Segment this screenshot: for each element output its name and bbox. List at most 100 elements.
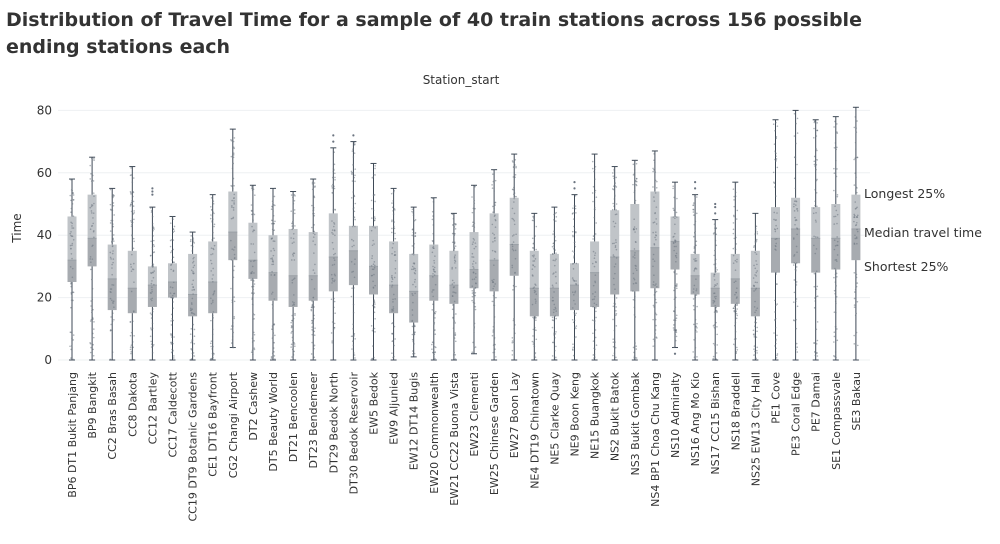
sample-point: [350, 295, 353, 298]
sample-point: [294, 314, 296, 316]
sample-point: [454, 334, 457, 336]
sample-point: [472, 341, 474, 344]
sample-point: [411, 228, 414, 231]
box-6: [168, 215, 177, 361]
sample-point: [514, 332, 516, 335]
sample-point: [694, 220, 697, 223]
sample-point: [69, 244, 72, 247]
sample-point: [132, 262, 135, 265]
sample-point: [615, 309, 617, 312]
sample-point: [291, 281, 294, 284]
sample-point: [372, 295, 375, 297]
sample-point: [796, 305, 799, 308]
sample-point: [472, 271, 475, 273]
sample-point: [675, 216, 678, 218]
sample-point: [72, 339, 75, 341]
sample-point: [716, 269, 718, 271]
sample-point: [90, 278, 93, 281]
sample-point: [372, 268, 375, 271]
sample-point: [111, 351, 114, 354]
sample-point: [552, 311, 555, 314]
sample-point: [70, 281, 72, 284]
sample-point: [330, 273, 333, 276]
sample-point: [635, 357, 638, 359]
sample-point: [615, 306, 618, 308]
sample-point: [471, 211, 474, 214]
sample-point: [331, 264, 334, 266]
sample-point: [71, 192, 74, 194]
sample-point: [473, 226, 476, 228]
sample-point: [393, 355, 395, 358]
outlier-point: [151, 187, 154, 190]
sample-point: [171, 317, 173, 320]
sample-point: [854, 172, 857, 175]
sample-point: [756, 281, 758, 284]
sample-point: [91, 298, 94, 301]
sample-point: [451, 266, 454, 269]
sample-point: [532, 316, 534, 319]
sample-point: [611, 242, 614, 245]
sample-point: [150, 298, 152, 300]
sample-point: [111, 219, 114, 222]
box-upper: [851, 194, 861, 229]
sample-point: [494, 201, 497, 204]
sample-point: [653, 200, 656, 202]
box-upper: [690, 253, 700, 276]
sample-point: [836, 236, 838, 238]
sample-point: [833, 355, 836, 358]
sample-point: [152, 271, 154, 274]
sample-point: [212, 274, 214, 276]
sample-point: [233, 315, 236, 318]
box-lower: [449, 285, 459, 304]
box-upper: [389, 241, 399, 286]
box-upper: [469, 232, 479, 270]
sample-point: [69, 194, 72, 197]
sample-point: [251, 277, 254, 280]
sample-point: [713, 249, 716, 252]
sample-point: [774, 345, 776, 347]
sample-point: [333, 297, 335, 300]
sample-point: [352, 328, 354, 330]
box-lower: [409, 291, 419, 323]
sample-point: [311, 188, 314, 191]
sample-point: [72, 334, 75, 336]
sample-point: [551, 355, 554, 357]
sample-point: [453, 337, 456, 339]
sample-point: [333, 253, 335, 256]
sample-point: [413, 263, 416, 265]
sample-point: [233, 185, 235, 187]
sample-point: [533, 355, 536, 357]
sample-point: [834, 205, 836, 208]
sample-point: [652, 281, 655, 283]
sample-point: [70, 178, 72, 181]
sample-point: [511, 243, 514, 246]
sample-point: [593, 298, 595, 300]
sample-point: [149, 254, 152, 257]
sample-point: [434, 271, 436, 273]
sample-point: [231, 299, 234, 301]
sample-point: [612, 338, 614, 340]
sample-point: [211, 239, 213, 241]
sample-point: [233, 246, 236, 248]
sample-point: [252, 293, 254, 296]
sample-point: [594, 295, 596, 298]
sample-point: [776, 354, 778, 357]
sample-point: [573, 251, 576, 254]
sample-point: [290, 332, 293, 334]
sample-point: [313, 288, 316, 290]
sample-point: [169, 245, 172, 248]
sample-point: [274, 220, 276, 223]
sample-point: [473, 199, 476, 202]
sample-point: [654, 192, 657, 194]
sample-point: [774, 318, 776, 321]
sample-point: [411, 325, 414, 328]
sample-point: [512, 285, 515, 287]
sample-point: [756, 231, 758, 233]
sample-point: [833, 223, 836, 225]
sample-point: [554, 349, 556, 352]
sample-point: [434, 357, 436, 360]
sample-point: [754, 334, 756, 337]
sample-point: [333, 280, 336, 283]
sample-point: [734, 293, 736, 296]
annotation-label: Shortest 25%: [864, 259, 949, 274]
